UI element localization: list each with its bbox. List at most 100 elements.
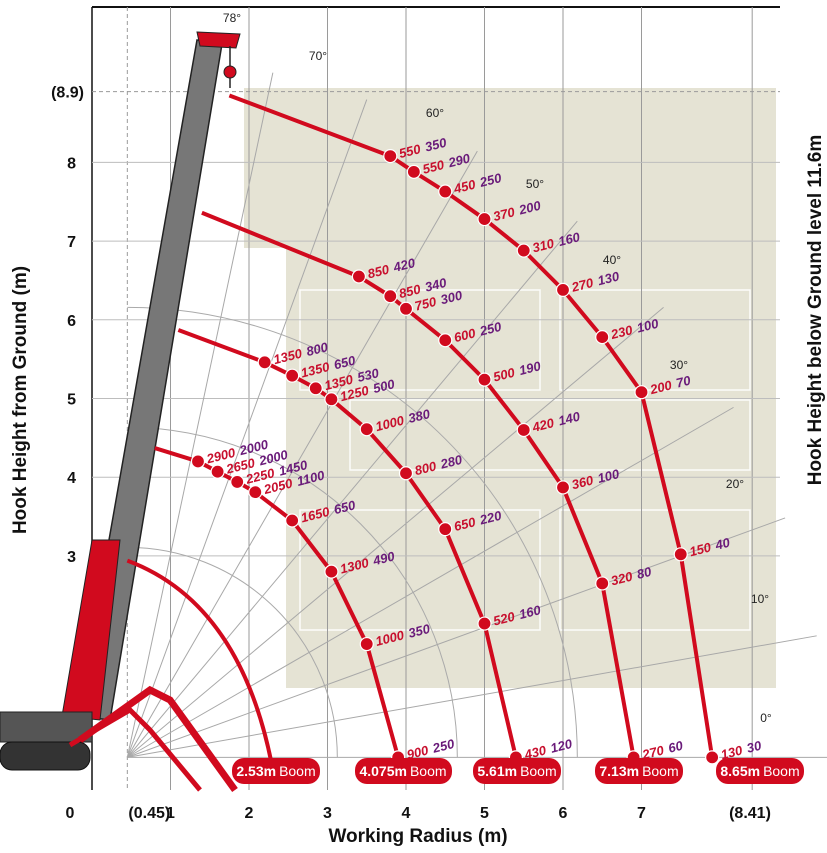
load-label: 22501450 — [243, 457, 309, 487]
load-value-b: 190 — [518, 358, 543, 378]
load-label: 1350800 — [272, 339, 330, 367]
load-label: 20501100 — [261, 467, 326, 497]
boom-badges: 2.53m Boom 4.075m Boom 5.61m Boom 7.13m Boom 8.6… — [232, 758, 804, 784]
boom-badge-label: 4.075m Boom — [359, 763, 446, 779]
load-point — [230, 474, 245, 490]
boom-badge: 2.53m Boom — [232, 758, 320, 784]
boom-badge-label: 2.53m Boom — [236, 763, 315, 779]
load-point — [324, 564, 339, 579]
load-point — [438, 333, 453, 348]
boom-length: 7.13m — [599, 763, 639, 779]
crane-hook — [223, 65, 237, 79]
load-value-a: 2250 — [243, 465, 276, 487]
load-value-b: 2000 — [237, 436, 270, 458]
load-label: 15040 — [688, 535, 732, 560]
radial-line-78 — [126, 72, 274, 758]
x-tick-label: 5 — [480, 805, 489, 822]
boom-length: 8.65m — [720, 763, 760, 779]
angle-label-3: 50° — [526, 177, 544, 191]
load-value-a: 1350 — [272, 345, 304, 367]
x-tick-label: 2 — [245, 805, 254, 822]
load-label: 270130 — [569, 268, 621, 295]
boom-length: 5.61m — [477, 763, 517, 779]
boom-badge-label: 5.61m Boom — [477, 763, 556, 779]
load-label: 13030 — [719, 738, 763, 763]
load-label: 900250 — [405, 736, 456, 762]
crane-outrigger — [77, 685, 238, 793]
load-point — [595, 576, 610, 591]
load-point — [555, 480, 571, 495]
load-point — [398, 466, 414, 481]
load-label: 650220 — [452, 508, 503, 534]
shaded-area-lower — [286, 248, 776, 688]
angle-label-8: 0° — [760, 711, 772, 725]
load-label: 430120 — [522, 736, 574, 763]
load-point — [383, 149, 398, 164]
building-outline-4 — [299, 509, 541, 631]
load-value-a: 200 — [648, 377, 674, 397]
load-value-a: 430 — [522, 742, 548, 762]
load-label: 800280 — [413, 452, 464, 478]
load-value-a: 1650 — [299, 504, 331, 526]
angle-label-4: 40° — [603, 253, 621, 267]
load-value-b: 160 — [557, 229, 582, 249]
load-value-b: 350 — [407, 621, 432, 641]
x-tick-label: 3 — [323, 805, 332, 822]
load-label: 1350530 — [323, 365, 381, 393]
load-point — [555, 282, 571, 297]
load-value-b: 140 — [557, 408, 582, 428]
boom-badge-bg — [232, 758, 320, 784]
load-value-b: 70 — [675, 372, 693, 390]
load-value-a: 360 — [570, 472, 595, 492]
load-point — [359, 422, 374, 437]
load-label: 1300490 — [339, 548, 397, 576]
angle-label-2: 60° — [426, 106, 444, 120]
building-outline-2 — [559, 289, 751, 391]
boom-badge-bg — [595, 758, 683, 784]
load-value-a: 320 — [609, 568, 634, 588]
y-tick-label: 5 — [67, 392, 76, 409]
load-point — [477, 616, 492, 631]
load-value-b: 280 — [438, 452, 464, 472]
load-label: 26502000 — [224, 447, 290, 477]
boom-unit: Boom — [763, 763, 800, 779]
angle-label-1: 70° — [309, 49, 327, 63]
load-value-a: 450 — [451, 176, 477, 196]
load-value-b: 800 — [305, 339, 330, 359]
load-value-b: 530 — [356, 365, 381, 385]
boom-badge-bg — [716, 758, 804, 784]
load-point — [285, 368, 300, 383]
load-label: 27060 — [640, 738, 685, 763]
boom-badge: 5.61m Boom — [473, 758, 561, 784]
x-tick-label: (8.41) — [729, 805, 771, 822]
load-label: 1000380 — [374, 406, 432, 434]
guide-arc-2 — [127, 306, 578, 758]
load-value-a: 550 — [397, 141, 422, 161]
load-point — [351, 269, 366, 284]
angle-label-6: 20° — [726, 477, 744, 491]
boom-badge-label: 7.13m Boom — [599, 763, 678, 779]
load-value-a: 230 — [608, 322, 634, 342]
load-point — [516, 422, 531, 438]
guide-arc-0 — [127, 546, 338, 758]
guide-arc-1 — [127, 426, 458, 758]
load-label: 1250500 — [339, 376, 397, 404]
y-tick-label: 3 — [67, 549, 76, 566]
load-label: 420140 — [530, 408, 582, 435]
load-value-a: 1350 — [323, 371, 355, 393]
load-value-b: 120 — [549, 736, 574, 756]
load-value-a: 270 — [640, 742, 666, 762]
load-value-b: 650 — [332, 497, 357, 517]
load-point — [308, 381, 323, 396]
load-point — [673, 547, 688, 562]
x-tick-label: 6 — [559, 805, 568, 822]
load-value-b: 380 — [407, 406, 432, 426]
radial-line-40 — [127, 307, 664, 758]
load-value-b: 60 — [667, 738, 685, 756]
load-value-a: 150 — [688, 539, 713, 559]
radial-line-30 — [127, 406, 734, 758]
load-value-b: 350 — [423, 135, 448, 155]
load-point — [595, 330, 610, 345]
load-label: 520160 — [492, 602, 543, 628]
